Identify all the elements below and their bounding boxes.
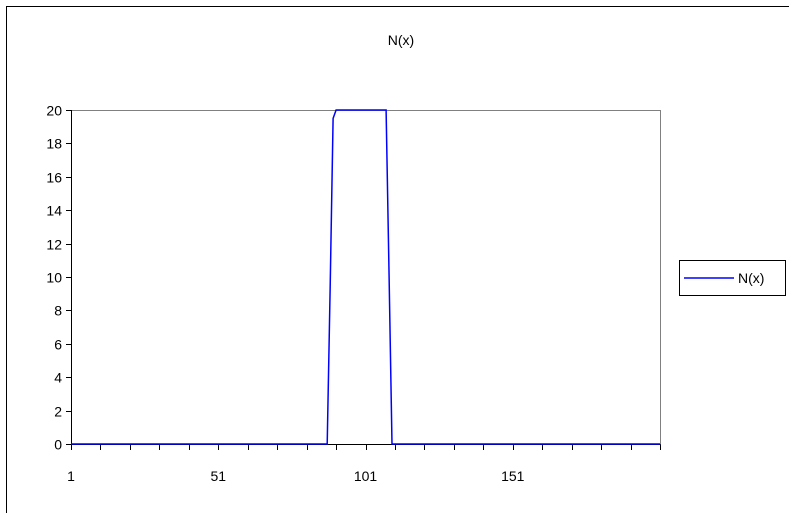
- y-tick-label: 14: [46, 203, 62, 219]
- y-tick-label: 16: [46, 170, 62, 186]
- y-tick-label: 12: [46, 237, 62, 253]
- x-tick-label: 151: [501, 468, 525, 484]
- chart-title: N(x): [388, 32, 414, 48]
- y-tick-label: 4: [54, 370, 62, 386]
- plot-area-border: [72, 111, 661, 445]
- y-tick-label: 10: [46, 270, 62, 286]
- x-tick-label: 1: [67, 468, 75, 484]
- y-tick-label: 18: [46, 136, 62, 152]
- y-tick-label: 6: [54, 337, 62, 353]
- y-tick-label: 2: [54, 404, 62, 420]
- x-tick-label: 101: [354, 468, 378, 484]
- y-tick-label: 20: [46, 103, 62, 119]
- legend-entry-label: N(x): [738, 270, 764, 286]
- y-tick-label: 0: [54, 437, 62, 453]
- y-tick-label: 8: [54, 303, 62, 319]
- legend: N(x): [680, 261, 786, 296]
- x-tick-label: 51: [210, 468, 226, 484]
